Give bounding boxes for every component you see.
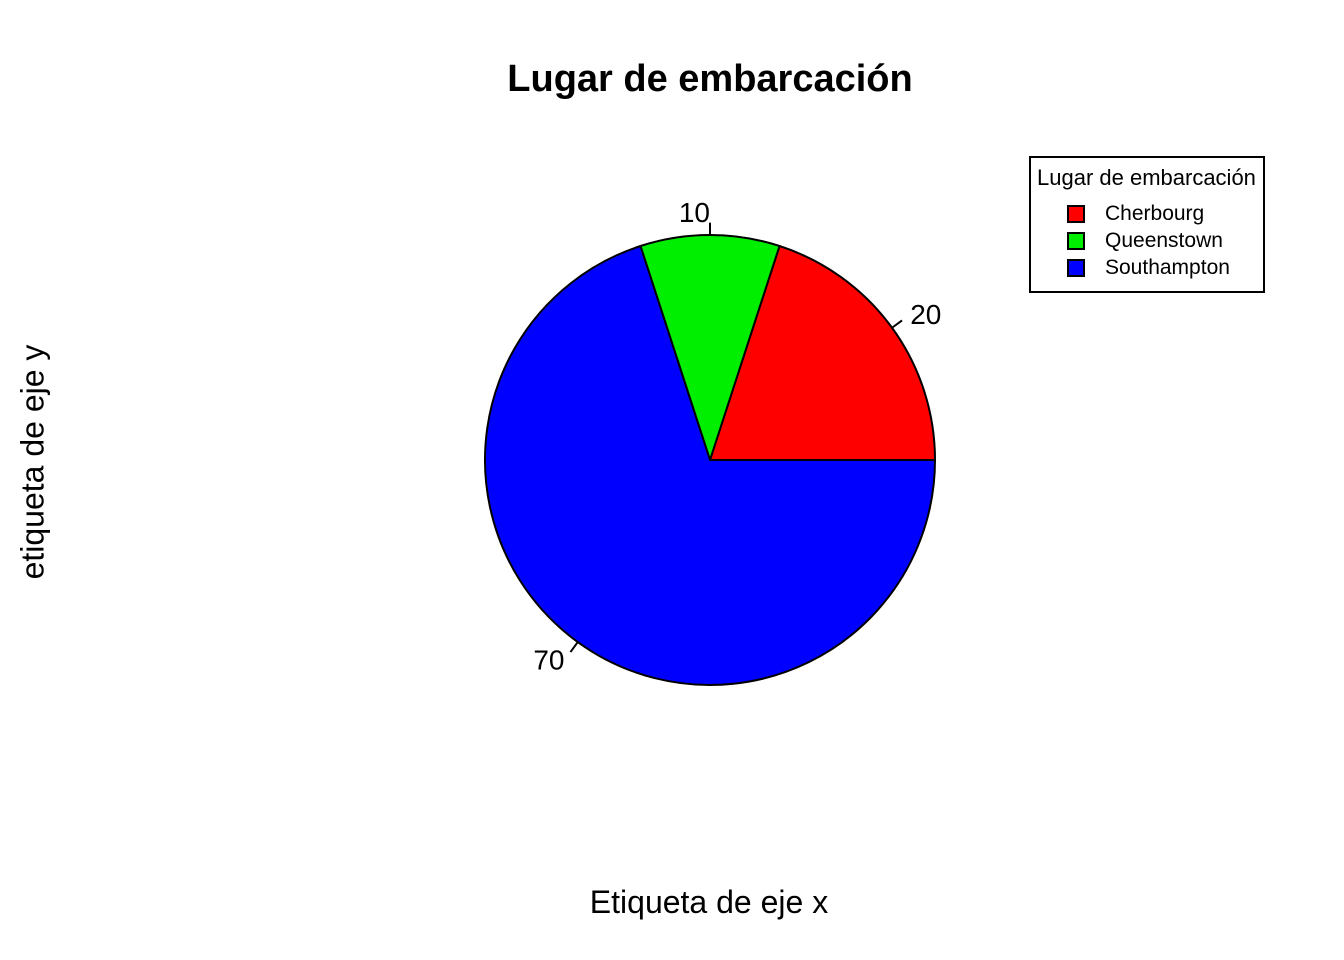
legend-item: Cherbourg (1031, 200, 1263, 227)
chart-title: Lugar de embarcación (507, 58, 913, 100)
legend-item: Southampton (1031, 254, 1263, 281)
legend-items: Cherbourg Queenstown Southampton (1031, 200, 1263, 281)
legend-item-label: Cherbourg (1105, 201, 1205, 225)
legend-item-label: Queenstown (1105, 228, 1223, 252)
legend-swatch-icon (1067, 231, 1085, 250)
pie-value-label: 10 (679, 197, 710, 228)
legend: Lugar de embarcación Cherbourg Queenstown… (1029, 156, 1265, 293)
legend-title: Lugar de embarcación (1037, 165, 1256, 190)
legend-swatch-icon (1067, 258, 1085, 277)
pie-value-label: 70 (533, 645, 564, 676)
pie-value-label: 20 (910, 299, 941, 330)
pie-label-tick (891, 319, 903, 329)
pie-slice-cherbourg (709, 245, 936, 461)
pie-label-tick (569, 641, 579, 653)
y-axis-label: etiqueta de eje y (14, 344, 51, 580)
x-axis-label: Etiqueta de eje x (589, 884, 829, 920)
pie-slice-southampton (484, 245, 936, 686)
legend-swatch-icon (1067, 204, 1085, 223)
legend-item-label: Southampton (1105, 255, 1230, 279)
legend-item: Queenstown (1031, 227, 1263, 254)
